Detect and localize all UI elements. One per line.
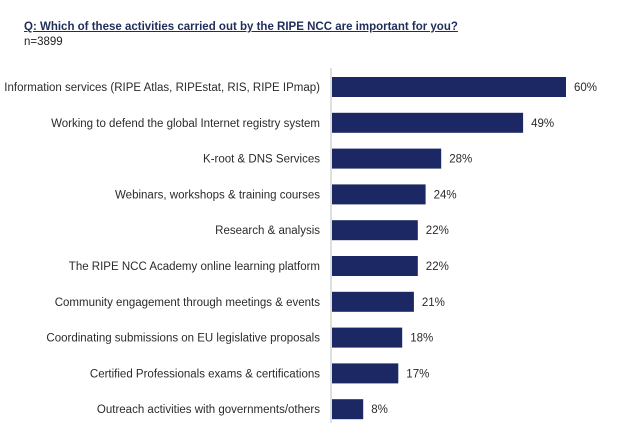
sample-size: n=3899 bbox=[24, 36, 63, 48]
bar bbox=[332, 77, 566, 97]
bar bbox=[332, 184, 426, 205]
value-label: 22% bbox=[426, 225, 449, 237]
value-label: 24% bbox=[434, 189, 457, 201]
category-label: The RIPE NCC Academy online learning pla… bbox=[69, 261, 320, 273]
bar bbox=[332, 399, 364, 420]
bar bbox=[332, 363, 399, 384]
category-label: Outreach activities with governments/oth… bbox=[97, 404, 320, 416]
category-label: Webinars, workshops & training courses bbox=[115, 189, 320, 201]
bar bbox=[332, 148, 442, 169]
value-label: 22% bbox=[426, 261, 449, 273]
category-label: Working to defend the global Internet re… bbox=[51, 118, 320, 130]
question-title: Q: Which of these activities carried out… bbox=[24, 21, 458, 33]
category-label: Coordinating submissions on EU legislati… bbox=[46, 333, 320, 345]
bar bbox=[332, 291, 414, 312]
value-label: 28% bbox=[449, 154, 472, 166]
category-label: Certified Professionals exams & certific… bbox=[90, 368, 320, 380]
bar bbox=[332, 112, 524, 133]
bar bbox=[332, 256, 418, 276]
category-label: Information services (RIPE Atlas, RIPEst… bbox=[4, 82, 320, 94]
bar bbox=[332, 327, 403, 348]
category-label: Research & analysis bbox=[215, 225, 320, 237]
bar bbox=[332, 220, 418, 241]
value-label: 18% bbox=[410, 333, 433, 345]
value-label: 21% bbox=[422, 297, 445, 309]
category-label: Community engagement through meetings & … bbox=[55, 297, 321, 309]
category-label: K-root & DNS Services bbox=[203, 154, 320, 166]
value-label: 60% bbox=[574, 82, 597, 94]
value-label: 17% bbox=[406, 368, 429, 380]
value-label: 8% bbox=[371, 404, 388, 416]
value-label: 49% bbox=[531, 118, 554, 130]
